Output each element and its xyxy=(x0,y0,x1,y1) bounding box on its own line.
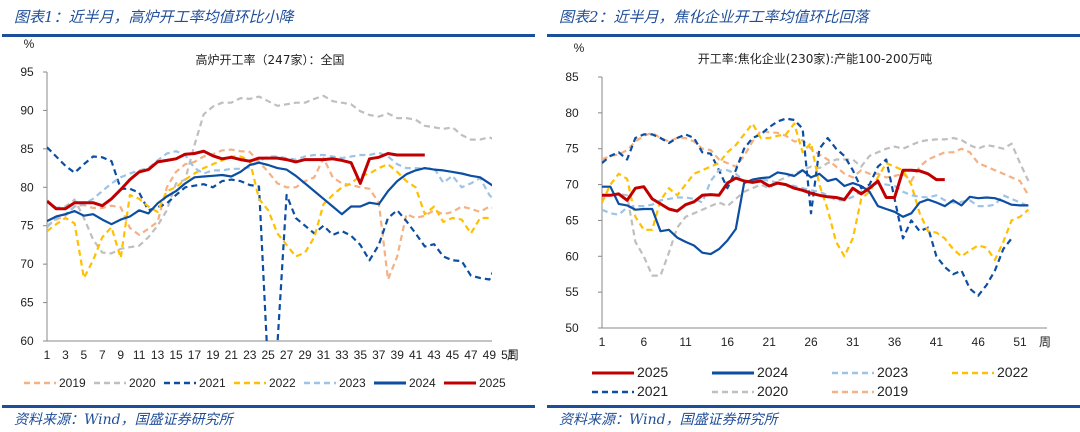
x-tick-label: 21 xyxy=(763,335,777,349)
x-tick-label: 35 xyxy=(354,348,368,362)
y-tick-label: 65 xyxy=(565,213,579,227)
y-tick-label: 50 xyxy=(565,321,579,335)
x-tick-label: 51 xyxy=(501,348,515,362)
series-line-2025 xyxy=(602,168,945,213)
chart-title: 开工率:焦化企业(230家):产能100-200万吨 xyxy=(698,51,933,66)
plot-area xyxy=(47,94,492,341)
title-rule xyxy=(2,34,535,37)
figure-panel-2: 图表2：近半月，焦化企业开工率均值环比回落 开工率:焦化企业(230家):产能1… xyxy=(545,0,1080,432)
series-line-2023 xyxy=(47,150,492,229)
figure-title: 图表1：近半月，高炉开工率均值环比小降 xyxy=(14,8,294,26)
y-tick-label: 60 xyxy=(20,334,34,348)
x-tick-label: 19 xyxy=(206,348,220,362)
legend-label-2020: 2020 xyxy=(757,383,788,399)
y-tick-label: 85 xyxy=(20,142,34,156)
source-rule xyxy=(2,405,535,408)
legend-label-2021: 2021 xyxy=(637,383,668,399)
x-axis-unit: 周 xyxy=(507,348,519,362)
x-tick-label: 5 xyxy=(81,348,88,362)
legend-label-2019: 2019 xyxy=(59,376,86,390)
x-tick-label: 11 xyxy=(679,335,692,349)
x-tick-label: 11 xyxy=(133,348,146,362)
y-tick-label: 60 xyxy=(565,249,579,263)
source-note: 资料来源：Wind，国盛证券研究所 xyxy=(14,412,233,428)
y-tick-label: 85 xyxy=(565,70,579,84)
series-line-2023 xyxy=(602,169,1029,216)
x-tick-label: 37 xyxy=(372,348,386,362)
y-tick-label: 65 xyxy=(20,296,34,310)
y-tick-label: 75 xyxy=(20,219,34,233)
x-tick-label: 36 xyxy=(888,335,902,349)
x-tick-label: 25 xyxy=(261,348,275,362)
x-tick-label: 15 xyxy=(169,348,183,362)
figure-panel-1: 图表1：近半月，高炉开工率均值环比小降 高炉开工率（247家）：全国% 60 65 7… xyxy=(0,0,535,432)
y-tick-label: 75 xyxy=(565,142,579,156)
legend-label-2023: 2023 xyxy=(339,376,366,390)
y-axis-unit: % xyxy=(24,38,35,51)
x-tick-label: 1 xyxy=(599,335,606,349)
x-tick-label: 31 xyxy=(846,335,860,349)
legend-label-2021: 2021 xyxy=(199,376,226,390)
x-tick-label: 31 xyxy=(317,348,331,362)
x-tick-label: 13 xyxy=(151,348,165,362)
source-note: 资料来源：Wind，国盛证券研究所 xyxy=(559,412,778,428)
x-tick-label: 29 xyxy=(298,348,312,362)
y-tick-label: 55 xyxy=(565,285,579,299)
x-tick-label: 6 xyxy=(640,335,647,349)
x-tick-label: 46 xyxy=(972,335,986,349)
legend-label-2024: 2024 xyxy=(409,376,436,390)
series-line-2024 xyxy=(602,169,1029,256)
y-tick-label: 90 xyxy=(20,103,34,117)
legend-label-2022: 2022 xyxy=(269,376,296,390)
figure-title: 图表2：近半月，焦化企业开工率均值环比回落 xyxy=(559,8,869,26)
x-tick-label: 17 xyxy=(188,348,202,362)
legend-label-2024: 2024 xyxy=(757,364,788,380)
x-tick-label: 45 xyxy=(446,348,460,362)
y-axis-unit: % xyxy=(574,41,585,55)
y-tick-label: 80 xyxy=(20,180,34,194)
source-rule xyxy=(547,405,1080,408)
x-tick-label: 1 xyxy=(44,348,51,362)
x-axis-unit: 周 xyxy=(1039,335,1051,349)
x-tick-label: 9 xyxy=(117,348,124,362)
x-tick-label: 39 xyxy=(391,348,405,362)
x-tick-label: 51 xyxy=(1013,335,1027,349)
legend-label-2019: 2019 xyxy=(877,383,908,399)
x-tick-label: 16 xyxy=(721,335,735,349)
y-tick-label: 70 xyxy=(20,257,34,271)
x-tick-label: 33 xyxy=(335,348,349,362)
x-tick-label: 21 xyxy=(225,348,239,362)
x-tick-label: 7 xyxy=(99,348,106,362)
x-tick-label: 3 xyxy=(62,348,69,362)
x-tick-label: 27 xyxy=(280,348,294,362)
series-line-2021 xyxy=(602,117,1013,297)
series-line-2020 xyxy=(602,136,1030,277)
y-tick-label: 95 xyxy=(20,65,34,79)
x-tick-label: 23 xyxy=(243,348,257,362)
chart-2: 开工率:焦化企业(230家):产能100-200万吨% 50 55 60 65 70 75 8… xyxy=(565,41,1051,399)
title-rule xyxy=(547,34,1080,37)
x-tick-label: 43 xyxy=(427,348,441,362)
series-line-2025 xyxy=(47,149,425,211)
legend-label-2025: 2025 xyxy=(479,376,506,390)
y-tick-label: 80 xyxy=(565,106,579,120)
x-tick-label: 47 xyxy=(464,348,478,362)
legend-label-2022: 2022 xyxy=(997,364,1028,380)
series-line-2022 xyxy=(47,155,492,280)
legend-label-2020: 2020 xyxy=(129,376,156,390)
series-line-2020 xyxy=(47,94,492,255)
series-line-2024 xyxy=(47,161,492,226)
x-tick-label: 41 xyxy=(930,335,944,349)
x-tick-label: 49 xyxy=(483,348,497,362)
plot-area xyxy=(602,117,1030,297)
chart-title: 高炉开工率（247家）：全国 xyxy=(196,52,345,67)
x-tick-label: 41 xyxy=(409,348,423,362)
x-tick-label: 26 xyxy=(804,335,818,349)
series-line-2022 xyxy=(602,122,1030,261)
legend-label-2023: 2023 xyxy=(877,364,908,380)
legend-label-2025: 2025 xyxy=(637,364,668,380)
y-tick-label: 70 xyxy=(565,178,579,192)
